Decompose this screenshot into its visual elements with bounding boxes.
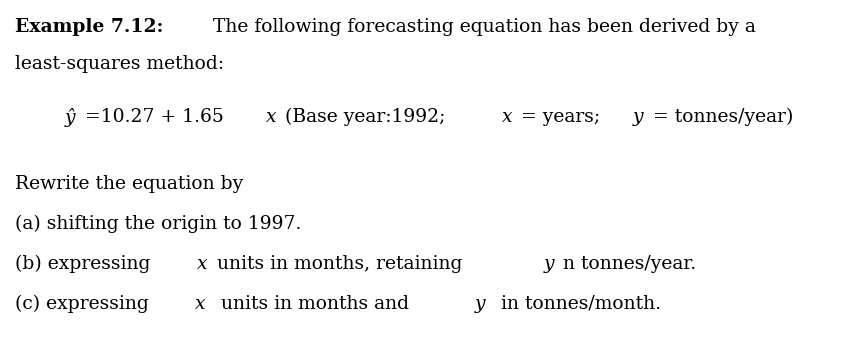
Text: =10.27 + 1.65: =10.27 + 1.65	[78, 108, 223, 126]
Text: = years;: = years;	[515, 108, 606, 126]
Text: y: y	[632, 108, 643, 126]
Text: x: x	[197, 255, 208, 273]
Text: y: y	[543, 255, 553, 273]
Text: Example 7.12:: Example 7.12:	[15, 18, 164, 36]
Text: units in months and: units in months and	[209, 295, 415, 313]
Text: (Base year:1992;: (Base year:1992;	[279, 108, 452, 126]
Text: x: x	[265, 108, 276, 126]
Text: (b) expressing: (b) expressing	[15, 255, 156, 273]
Text: y: y	[475, 295, 485, 313]
Text: least-squares method:: least-squares method:	[15, 55, 224, 73]
Text: The following forecasting equation has been derived by a: The following forecasting equation has b…	[206, 18, 755, 36]
Text: n tonnes/year.: n tonnes/year.	[556, 255, 695, 273]
Text: x: x	[195, 295, 205, 313]
Text: (a) shifting the origin to 1997.: (a) shifting the origin to 1997.	[15, 215, 301, 233]
Text: Rewrite the equation by: Rewrite the equation by	[15, 175, 243, 193]
Text: x: x	[501, 108, 512, 126]
Text: = tonnes/year): = tonnes/year)	[646, 108, 792, 126]
Text: units in months, retaining: units in months, retaining	[211, 255, 468, 273]
Text: in tonnes/month.: in tonnes/month.	[488, 295, 659, 313]
Text: ŷ: ŷ	[65, 108, 76, 127]
Text: (c) expressing: (c) expressing	[15, 295, 154, 313]
